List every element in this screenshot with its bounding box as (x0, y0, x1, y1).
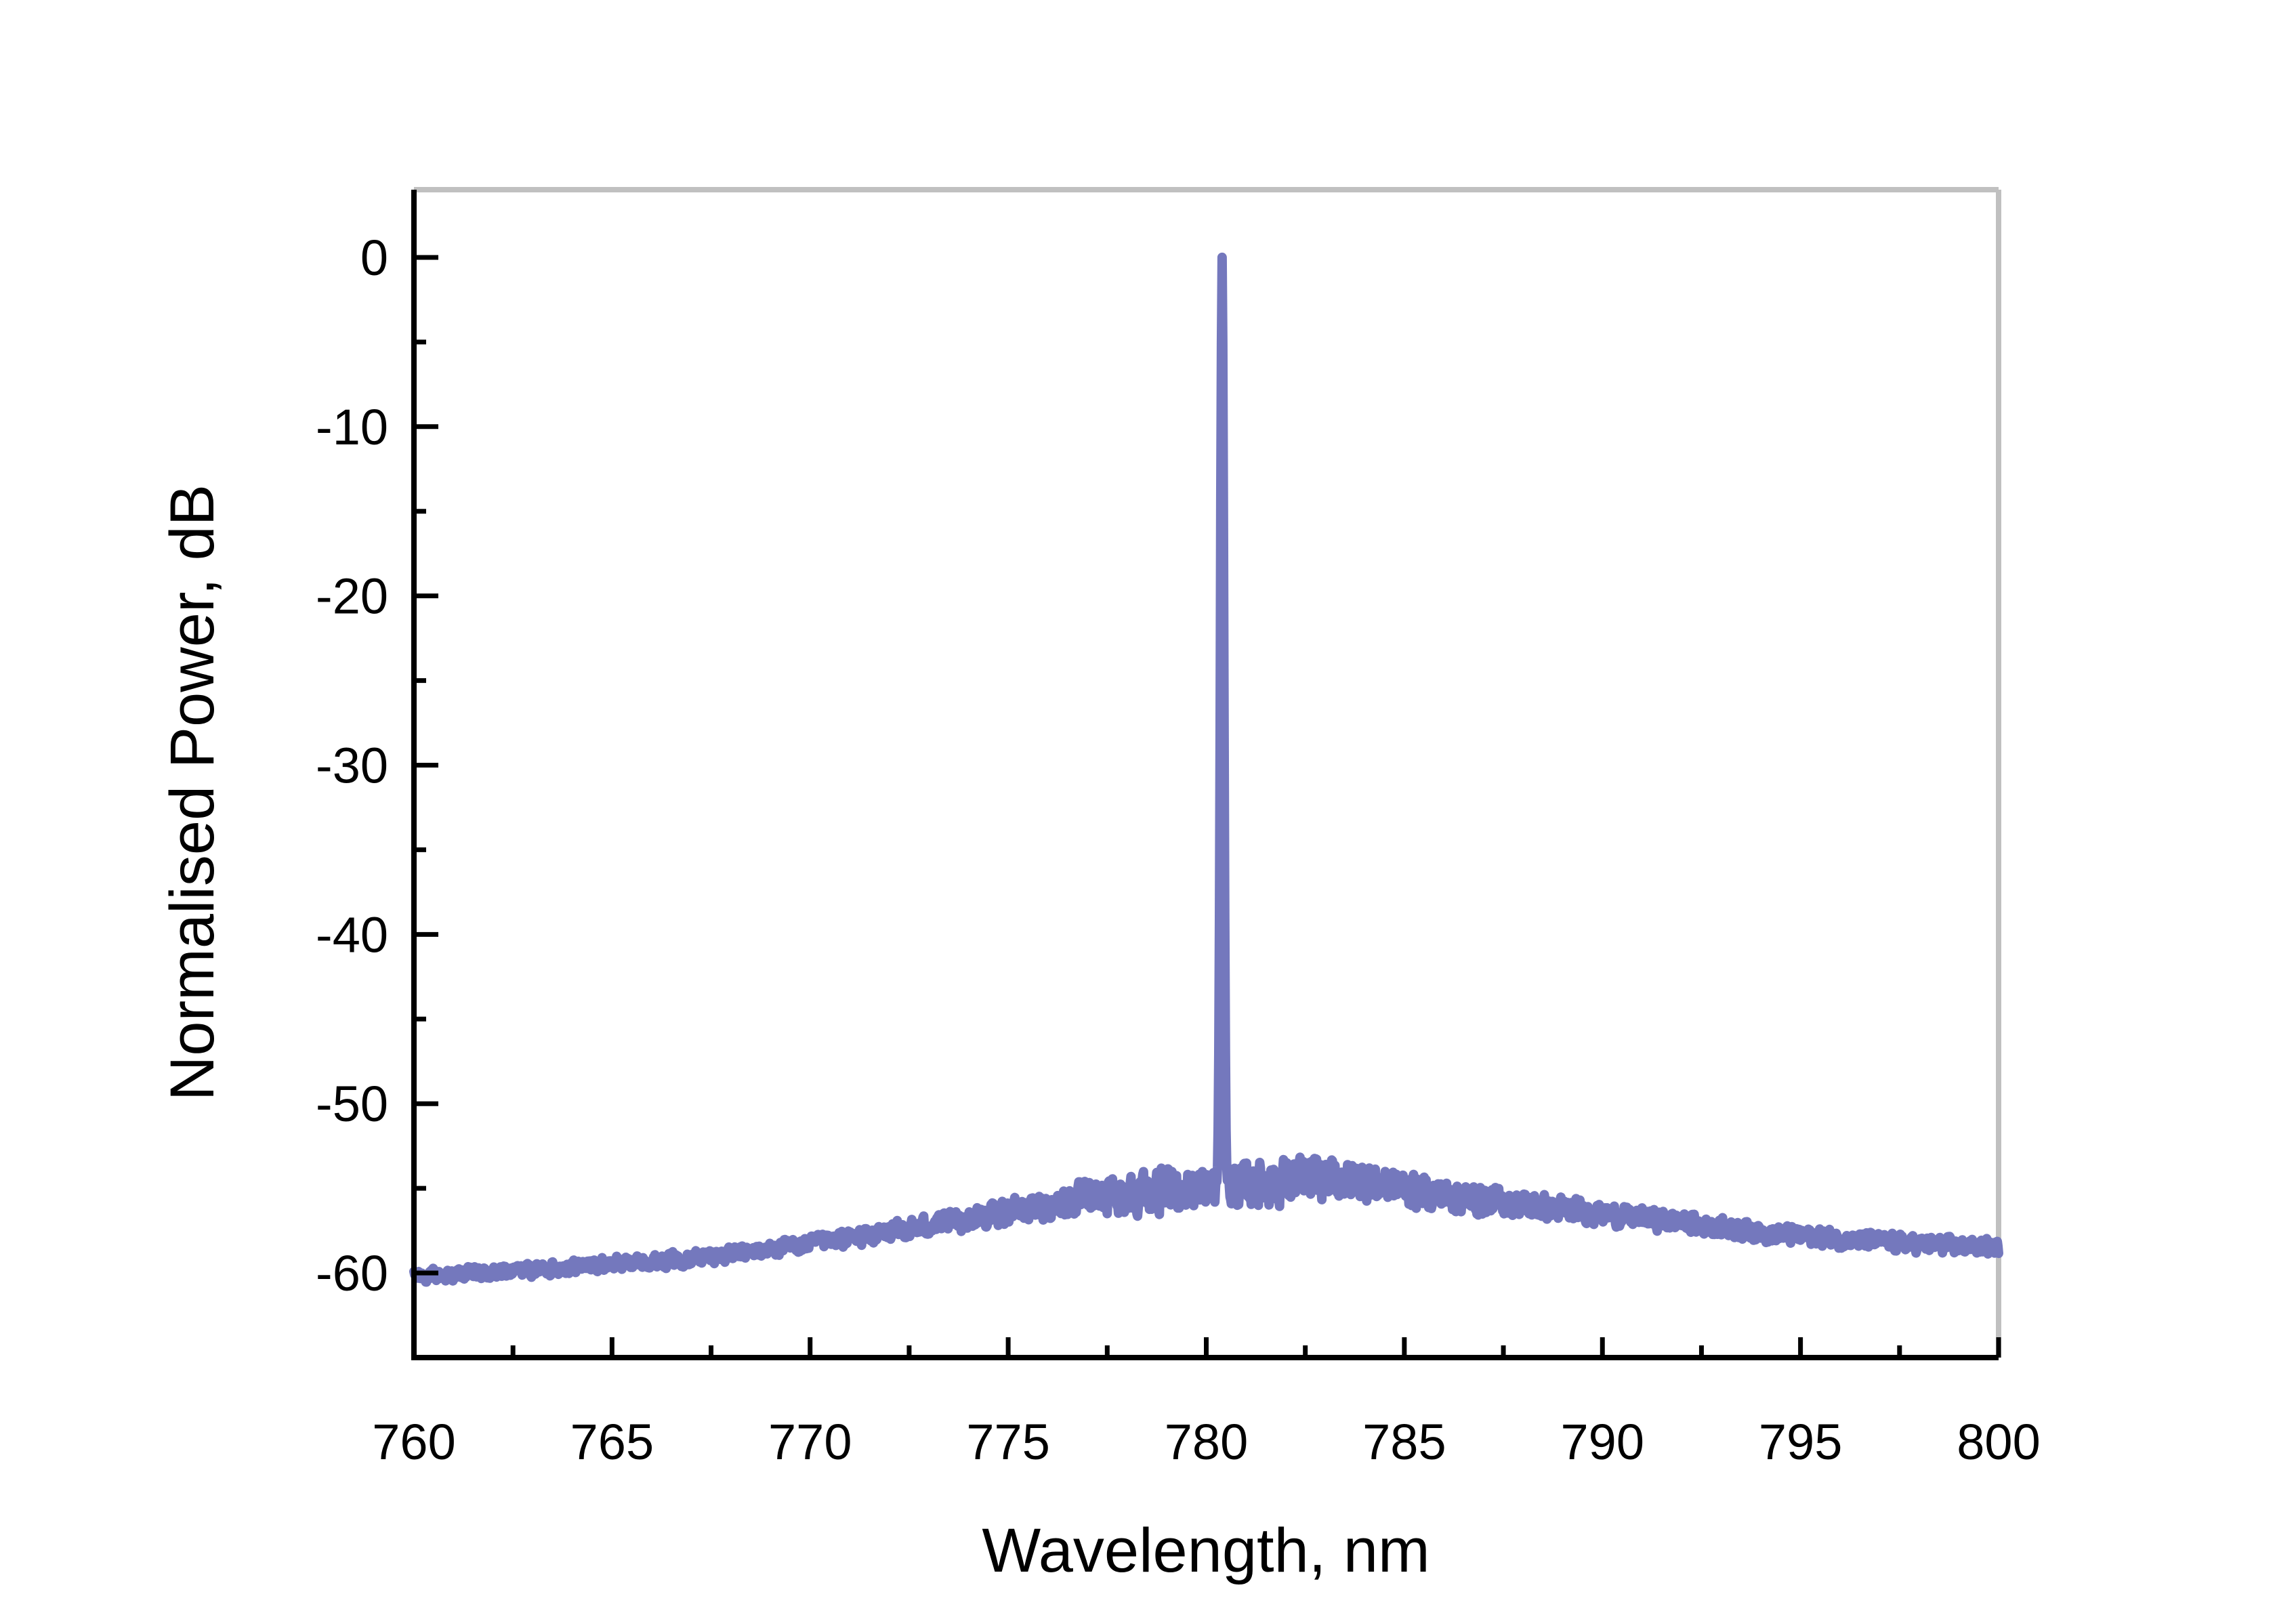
y-tick-label: -30 (316, 738, 388, 794)
x-axis-ticks: 760 765 770 775 780 785 790 795 800 (372, 1337, 2041, 1470)
x-tick-label: 760 (372, 1414, 455, 1470)
x-tick-label: 790 (1561, 1414, 1644, 1470)
x-tick-label: 795 (1759, 1414, 1842, 1470)
x-tick-label: 775 (966, 1414, 1049, 1470)
y-axis-title: Normalised Power, dB (158, 484, 227, 1101)
x-tick-label: 800 (1957, 1414, 2040, 1470)
y-tick-label: -60 (316, 1245, 388, 1301)
x-tick-label: 765 (570, 1414, 654, 1470)
series-group (409, 252, 2003, 1287)
y-tick-label: -40 (316, 906, 388, 963)
y-axis-ticks: 0 -10 -20 -30 -40 -50 -60 (316, 230, 438, 1301)
x-axis-title: Wavelength, nm (982, 1516, 1429, 1585)
spectrum-series-line (409, 252, 2003, 1287)
y-tick-label: -10 (316, 399, 388, 455)
x-tick-label: 780 (1165, 1414, 1248, 1470)
y-tick-label: -50 (316, 1076, 388, 1132)
x-tick-label: 770 (768, 1414, 852, 1470)
y-tick-label: 0 (360, 230, 388, 286)
y-tick-label: -20 (316, 568, 388, 625)
x-tick-label: 785 (1362, 1414, 1446, 1470)
